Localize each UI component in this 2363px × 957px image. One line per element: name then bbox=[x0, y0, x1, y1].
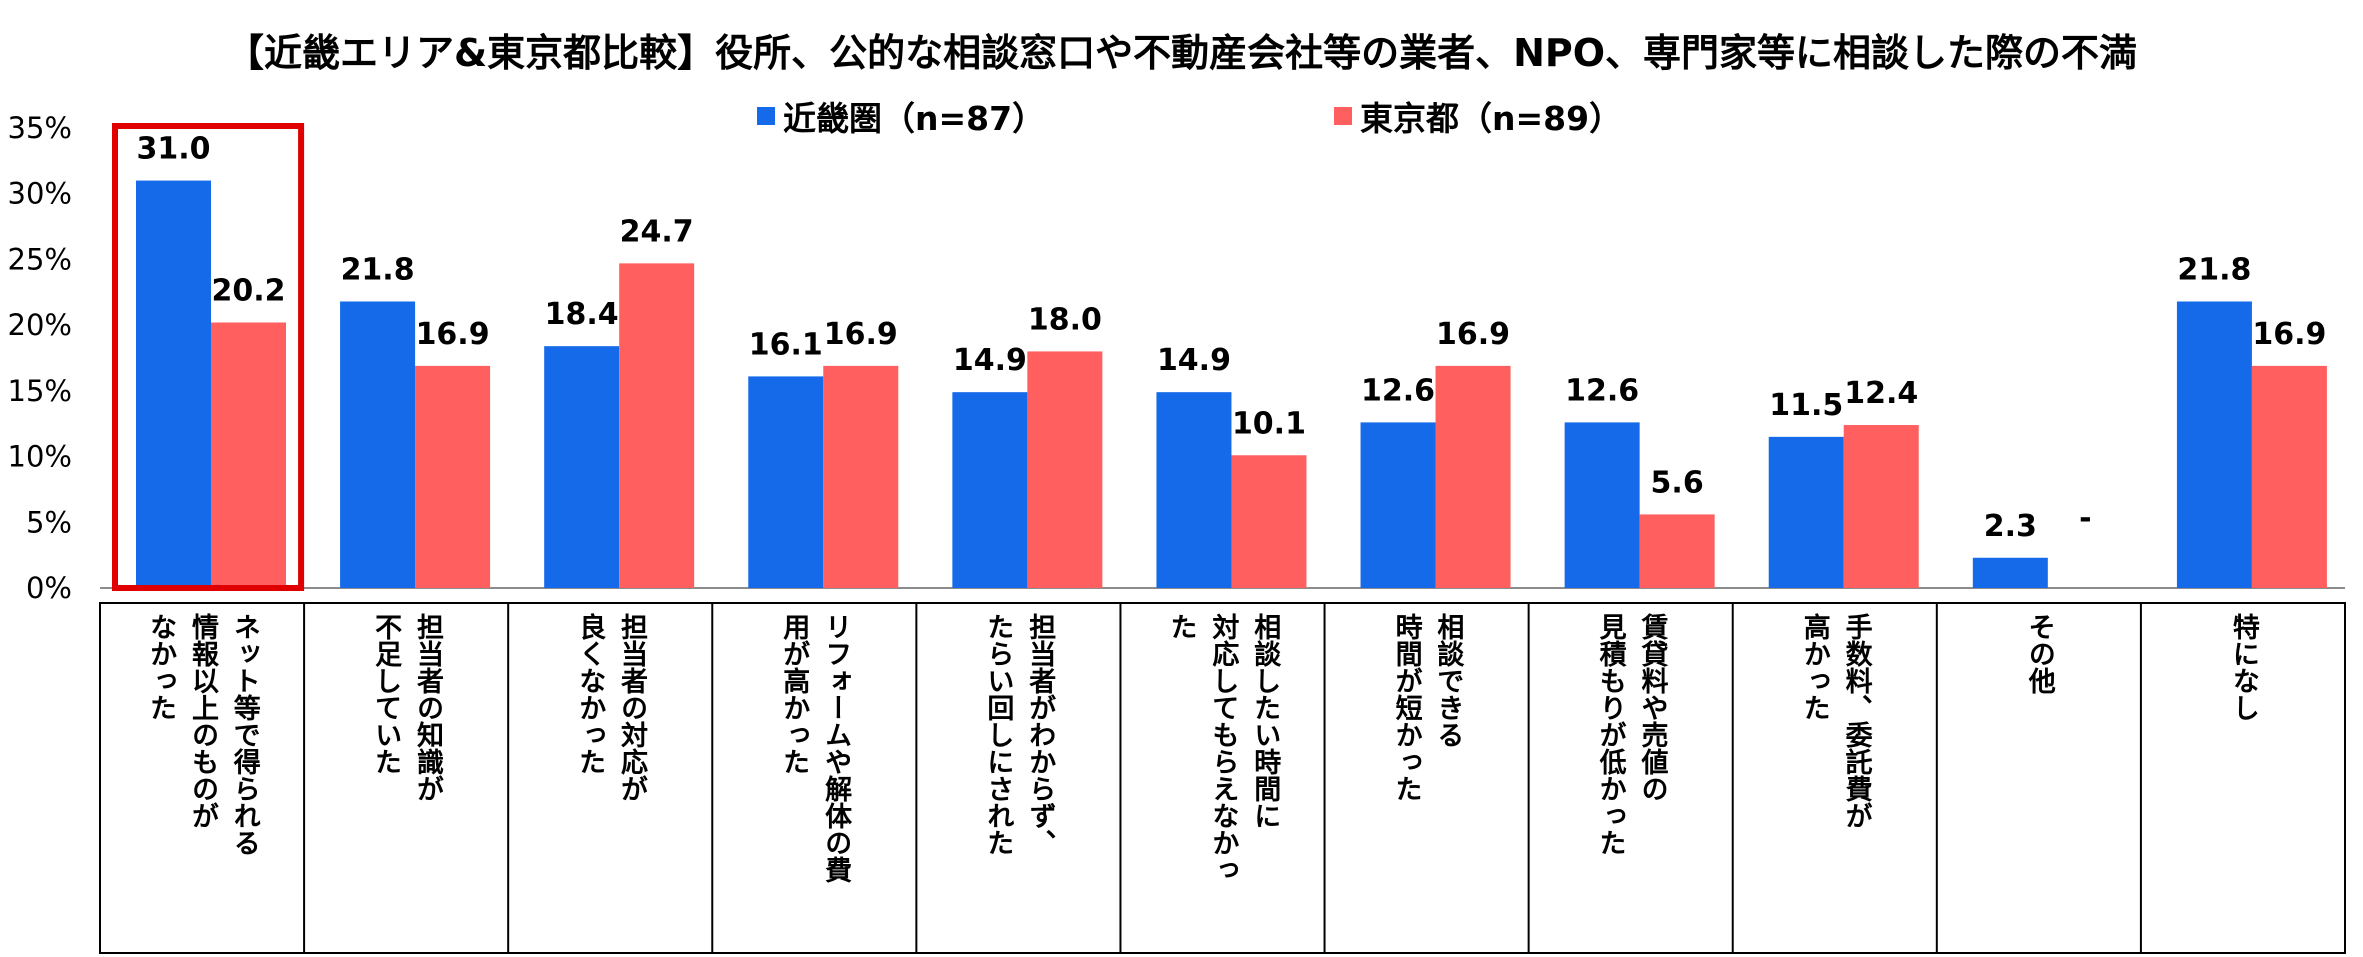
legend-swatch-kinki bbox=[757, 107, 775, 125]
bar-tokyo bbox=[415, 365, 491, 588]
bar-tokyo bbox=[211, 322, 286, 588]
data-label-tokyo: 12.4 bbox=[1844, 376, 1918, 411]
data-label-tokyo: 10.1 bbox=[1232, 406, 1306, 441]
category-label: ネット等で得られる 情報以上のものが なかった bbox=[145, 613, 260, 856]
data-label-tokyo: 5.6 bbox=[1651, 465, 1704, 500]
bar-kinki bbox=[1360, 422, 1436, 588]
y-tick-label: 10% bbox=[8, 440, 72, 474]
y-tick-label: 5% bbox=[26, 505, 72, 539]
category-label: 相談したい時間に 対応してもらえなかった bbox=[1165, 613, 1281, 883]
bar-tokyo bbox=[2251, 365, 2327, 588]
category-label-cell: 特になし bbox=[2227, 613, 2259, 721]
category-label-cell: 担当者がわからず、たらい回しにされた bbox=[982, 613, 1056, 856]
category-label: 担当者がわからず、 たらい回しにされた bbox=[982, 613, 1056, 856]
category-label: 手数料、委託費が 高かった bbox=[1798, 613, 1872, 829]
data-label-tokyo: 20.2 bbox=[211, 274, 285, 309]
category-table-border bbox=[99, 602, 2346, 954]
data-label-kinki: 14.9 bbox=[1157, 343, 1231, 378]
data-label-tokyo: 16.9 bbox=[2252, 317, 2326, 352]
data-label-kinki: 31.0 bbox=[136, 132, 210, 167]
bar-tokyo bbox=[823, 365, 899, 588]
category-label: 相談できる 時間が短かった bbox=[1390, 613, 1464, 802]
bar-tokyo bbox=[1843, 425, 1919, 588]
data-label-kinki: 21.8 bbox=[341, 252, 415, 287]
bar-kinki bbox=[1972, 557, 2048, 588]
data-label-tokyo: - bbox=[2079, 501, 2091, 536]
legend-label-kinki: 近畿圏（n=87） bbox=[783, 99, 1046, 138]
data-label-tokyo: 24.7 bbox=[620, 214, 694, 249]
category-label: 特になし bbox=[2227, 613, 2259, 721]
y-tick-label: 15% bbox=[8, 374, 72, 408]
bar-kinki bbox=[340, 301, 416, 588]
bar-kinki bbox=[1156, 392, 1232, 588]
bar-tokyo bbox=[1231, 455, 1307, 588]
data-label-kinki: 21.8 bbox=[2177, 252, 2251, 287]
y-tick-label: 0% bbox=[26, 571, 72, 605]
bar-tokyo bbox=[1435, 365, 1511, 588]
legend-label-tokyo: 東京都（n=89） bbox=[1360, 99, 1623, 138]
data-label-tokyo: 16.9 bbox=[1436, 317, 1510, 352]
category-label: 担当者の対応が 良くなかった bbox=[574, 613, 648, 802]
category-label: 担当者の知識が 不足していた bbox=[370, 613, 443, 802]
y-tick-label: 20% bbox=[8, 308, 72, 342]
bar-kinki bbox=[544, 346, 620, 588]
bar-kinki bbox=[136, 180, 211, 589]
data-label-kinki: 14.9 bbox=[953, 343, 1027, 378]
data-label-kinki: 16.1 bbox=[749, 327, 823, 362]
legend-item-tokyo: 東京都（n=89） bbox=[1334, 92, 1622, 140]
data-label-kinki: 18.4 bbox=[545, 297, 619, 332]
y-tick-label: 25% bbox=[8, 242, 72, 276]
bar-kinki bbox=[952, 392, 1028, 588]
legend-item-kinki: 近畿圏（n=87） bbox=[757, 92, 1045, 140]
category-label: その他 bbox=[2023, 613, 2055, 694]
legend-swatch-tokyo bbox=[1334, 107, 1352, 125]
bar-kinki bbox=[1768, 436, 1844, 588]
category-label: リフォームや解体の費 用が高かった bbox=[778, 613, 852, 883]
data-label-tokyo: 16.9 bbox=[416, 317, 490, 352]
category-label: 賃貸料や売値の 見積もりが低かった bbox=[1594, 613, 1668, 856]
bar-kinki bbox=[2176, 301, 2252, 588]
category-label-cell: その他 bbox=[2023, 613, 2055, 694]
y-tick-label: 35% bbox=[8, 111, 72, 145]
data-label-kinki: 11.5 bbox=[1769, 388, 1843, 423]
data-label-kinki: 12.6 bbox=[1361, 373, 1435, 408]
data-label-tokyo: 16.9 bbox=[824, 317, 898, 352]
y-tick-label: 30% bbox=[8, 177, 72, 211]
bar-tokyo bbox=[1027, 351, 1103, 588]
data-label-kinki: 2.3 bbox=[1984, 509, 2037, 544]
data-label-kinki: 12.6 bbox=[1565, 373, 1639, 408]
bar-tokyo bbox=[619, 263, 695, 588]
highlight-frame bbox=[112, 123, 305, 591]
chart-title: 【近畿エリア&東京都比較】役所、公的な相談窓口や不動産会社等の業者、NPO、専門… bbox=[225, 31, 2138, 75]
bar-kinki bbox=[748, 376, 824, 588]
data-label-tokyo: 18.0 bbox=[1028, 302, 1102, 337]
bar-tokyo bbox=[1639, 514, 1715, 588]
bar-kinki bbox=[1564, 422, 1640, 588]
